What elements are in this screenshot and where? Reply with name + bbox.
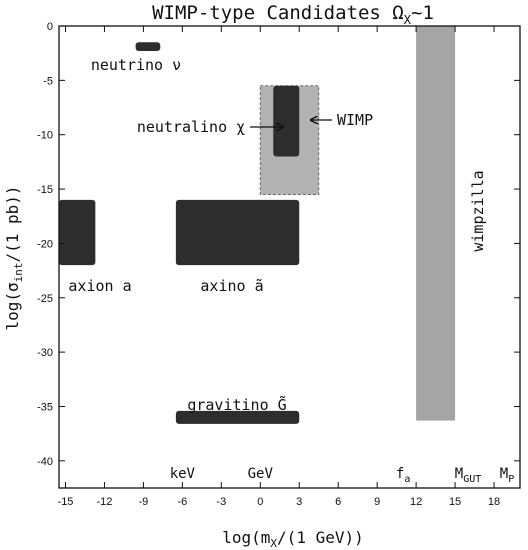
scale-marker: keV [170, 466, 196, 482]
x-tick-label: 12 [410, 496, 422, 508]
neutrino-region [135, 42, 161, 52]
x-tick-label: -6 [177, 496, 187, 508]
x-tick-label: -15 [58, 496, 74, 508]
y-tick-label: -15 [37, 184, 53, 196]
plot-frame [58, 25, 521, 489]
ticks-layer: -15 -12 -9 -6 -3 0 3 6 9 12 15 180-5-10-15-20-25-30… [37, 21, 520, 508]
x-tick-label: 6 [335, 496, 341, 508]
scale-markers: keV GeV fa MGUT MP [170, 466, 515, 485]
wimpzilla-region [416, 26, 456, 421]
label-gravitino: gravitino G̃ [187, 395, 286, 414]
label-axino: axino ã [200, 277, 263, 295]
x-tick-label: -9 [139, 496, 149, 508]
y-tick-label: -5 [43, 75, 53, 87]
x-tick-label: 3 [296, 496, 302, 508]
x-tick-label: 0 [257, 496, 263, 508]
y-tick-label: -25 [37, 293, 53, 305]
scale-marker: GeV [248, 466, 274, 482]
label-neutrino: neutrino ν [91, 56, 181, 74]
axino-region [175, 199, 300, 266]
label-wimp: WIMP [337, 111, 373, 129]
x-axis-label: log(mX/(1 GeV)) [222, 528, 364, 550]
y-axis-label: log(σint/(1 pb)) [3, 185, 25, 330]
label-wimpzilla: wimpzilla [469, 170, 487, 251]
y-tick-label: -35 [37, 401, 53, 413]
y-tick-label: -10 [37, 130, 53, 142]
plot-border [58, 25, 521, 489]
label-neutralino: neutralino χ [137, 118, 245, 136]
scale-marker: MP [500, 466, 514, 485]
scale-marker: fa [396, 466, 410, 485]
y-tick-label: -40 [37, 456, 53, 468]
y-tick-label: -30 [37, 347, 53, 359]
x-tick-label: 15 [449, 496, 461, 508]
gravitino-region [175, 410, 300, 424]
x-tick-label: 9 [374, 496, 380, 508]
x-tick-label: -3 [216, 496, 226, 508]
label-axion: axion a [68, 277, 131, 295]
axion-region [59, 199, 96, 266]
regions-layer [59, 26, 456, 424]
x-tick-label: -12 [96, 496, 112, 508]
chart-title: WIMP-type Candidates ΩX~1 [152, 2, 434, 27]
y-tick-label: -20 [37, 238, 53, 250]
scale-marker: MGUT [455, 466, 482, 485]
neutralino-region [273, 85, 300, 157]
y-tick-label: 0 [47, 21, 53, 33]
x-tick-label: 18 [488, 496, 500, 508]
